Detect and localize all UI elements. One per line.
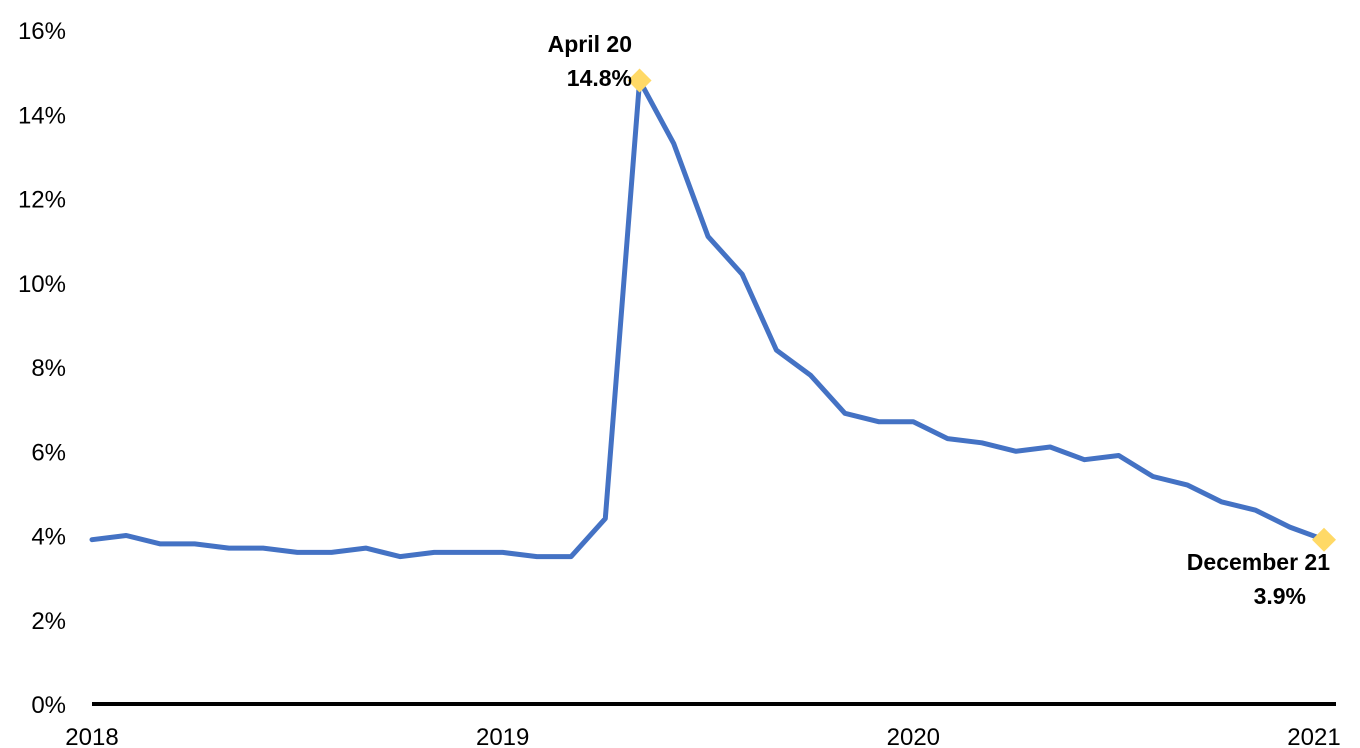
y-tick-label: 8% <box>31 355 66 382</box>
diamond-marker <box>627 68 652 93</box>
x-tick-label: 2018 <box>65 724 118 748</box>
y-tick-label: 14% <box>18 102 66 129</box>
annotation-labels: April 20 14.8% December 21 3.9% <box>548 31 1331 609</box>
x-tick-label: 2019 <box>476 724 529 748</box>
x-axis-tick-labels: 2018 2019 2020 2021 <box>65 724 1340 748</box>
y-tick-label: 0% <box>31 692 66 719</box>
y-tick-label: 2% <box>31 608 66 635</box>
annotation-markers <box>627 68 1336 552</box>
x-tick-label: 2021 <box>1287 724 1340 748</box>
y-axis-tick-labels: 0% 2% 4% 6% 8% 10% 12% 14% 16% <box>18 18 66 719</box>
annotation-label-date: April 20 <box>548 31 632 57</box>
y-tick-label: 6% <box>31 439 66 466</box>
y-tick-label: 16% <box>18 18 66 45</box>
diamond-marker <box>1312 527 1336 552</box>
annotation-label-date: December 21 <box>1187 549 1330 575</box>
y-tick-label: 4% <box>31 524 66 551</box>
annotation-label-value: 3.9% <box>1254 583 1306 609</box>
x-tick-label: 2020 <box>887 724 940 748</box>
series-line <box>89 78 1327 560</box>
y-tick-label: 10% <box>18 271 66 298</box>
y-tick-label: 12% <box>18 187 66 214</box>
annotation-label-value: 14.8% <box>567 65 632 91</box>
